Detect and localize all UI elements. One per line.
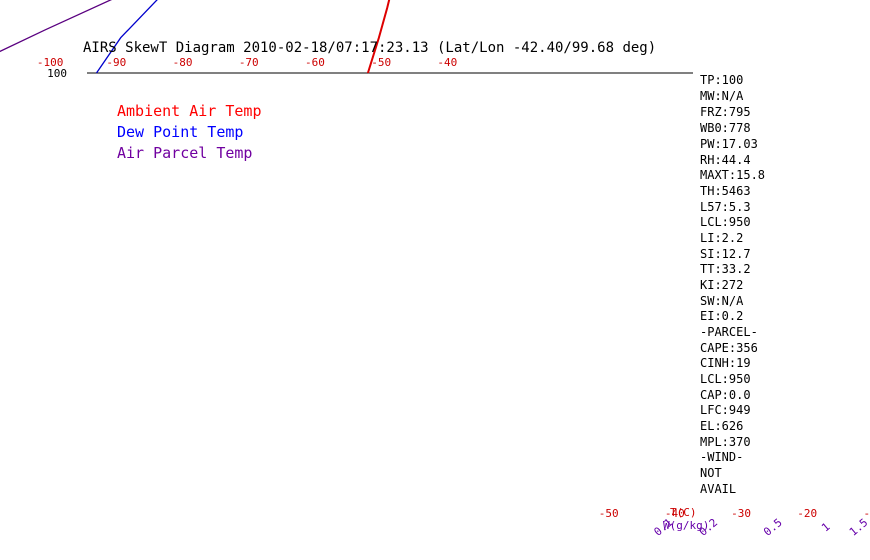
stat-line: LFC:949 <box>700 403 751 417</box>
bottom-temp-tick-label: -40 <box>665 507 685 520</box>
mixing-ratio-unit: W(g/kg) <box>663 519 709 532</box>
stat-line: TT:33.2 <box>700 262 751 276</box>
dry-adiabat-line <box>115 0 870 73</box>
top-temp-tick-label: -100 <box>37 56 64 69</box>
top-temp-tick-label: -40 <box>437 56 457 69</box>
legend-entry: Dew Point Temp <box>117 123 243 141</box>
dry-adiabat-line <box>423 0 870 73</box>
stat-line: MPL:370 <box>700 435 751 449</box>
stat-line: MAXT:15.8 <box>700 168 766 182</box>
dry-adiabat-line <box>0 0 870 73</box>
dry-adiabat-line <box>0 0 870 73</box>
stat-line: WB0:778 <box>700 121 751 135</box>
stat-line: EL:626 <box>700 419 744 433</box>
stat-line: LI:2.2 <box>700 231 744 245</box>
isotherm-line <box>845 0 870 73</box>
stat-line: AVAIL <box>700 482 737 496</box>
legend-entry: Air Parcel Temp <box>117 144 252 162</box>
dry-adiabat-line <box>526 0 870 73</box>
isotherm-line <box>447 0 675 73</box>
dew-point-temp-line <box>95 0 158 74</box>
bottom-temp-tick-label: -10 <box>864 507 870 520</box>
dry-adiabat-line <box>355 0 870 73</box>
dry-adiabat-line <box>252 0 870 73</box>
dry-adiabat-line <box>46 0 870 73</box>
stat-line: NOT <box>700 466 722 480</box>
chart-title: AIRS SkewT Diagram 2010-02-18/07:17:23.1… <box>83 40 656 56</box>
stat-line: CAPE:356 <box>700 341 758 355</box>
top-temp-tick-label: -50 <box>371 56 391 69</box>
top-temp-tick-label: -90 <box>106 56 126 69</box>
stat-line: CINH:19 <box>700 356 751 370</box>
top-temp-tick-label: -60 <box>305 56 325 69</box>
top-temp-tick-label: -70 <box>239 56 259 69</box>
isotherm-line <box>778 0 870 73</box>
mixing-ratio-tick-label: 1 <box>819 520 832 534</box>
stat-line: LCL:950 <box>700 372 751 386</box>
bottom-temp-tick-label: -30 <box>731 507 751 520</box>
isotherm-line <box>646 0 870 73</box>
isotherm-line <box>0 0 14 73</box>
dry-adiabat-line <box>81 0 870 73</box>
dry-adiabat-line <box>321 0 870 73</box>
stat-line: FRZ:795 <box>700 105 751 119</box>
dry-adiabat-line <box>458 0 870 73</box>
bottom-axis-unit: T(C) <box>670 506 697 519</box>
pressure-tick-label: 100 <box>47 67 67 80</box>
isotherm-line <box>381 0 609 73</box>
stat-line: KI:272 <box>700 278 744 292</box>
dry-adiabat-line <box>0 0 870 73</box>
stat-line: SW:N/A <box>700 294 744 308</box>
isotherm-line <box>514 0 743 73</box>
stat-line: MW:N/A <box>700 89 744 103</box>
chart-grid <box>0 0 870 73</box>
bottom-temp-tick-label: -20 <box>797 507 817 520</box>
isotherm-line <box>712 0 870 73</box>
top-temp-tick-label: -80 <box>173 56 193 69</box>
stat-line: PW:17.03 <box>700 137 758 151</box>
dry-adiabat-line <box>0 0 870 73</box>
stat-line: TP:100 <box>700 73 744 87</box>
dry-adiabat-line <box>183 0 870 73</box>
mixing-ratio-tick-label: 0.5 <box>761 516 785 539</box>
isotherm-line <box>580 0 808 73</box>
dry-adiabat-line <box>0 0 870 73</box>
legend-entry: Ambient Air Temp <box>117 102 262 120</box>
stat-line: SI:12.7 <box>700 247 751 261</box>
stat-line: -WIND- <box>700 450 744 464</box>
dry-adiabat-line <box>0 0 702 73</box>
stat-line: CAP:0.0 <box>700 388 751 402</box>
air-parcel-temp-line <box>0 0 113 53</box>
dry-adiabat-line <box>0 0 870 73</box>
stat-line: RH:44.4 <box>700 153 751 167</box>
bottom-temp-tick-label: -50 <box>599 507 619 520</box>
isotherm-line <box>315 0 543 73</box>
stat-line: LCL:950 <box>700 215 751 229</box>
stat-line: -PARCEL- <box>700 325 758 339</box>
stat-line: L57:5.3 <box>700 200 751 214</box>
stat-line: TH:5463 <box>700 184 751 198</box>
dry-adiabat-line <box>389 0 870 73</box>
stat-line: EI:0.2 <box>700 309 744 323</box>
dry-adiabat-line <box>492 0 870 73</box>
